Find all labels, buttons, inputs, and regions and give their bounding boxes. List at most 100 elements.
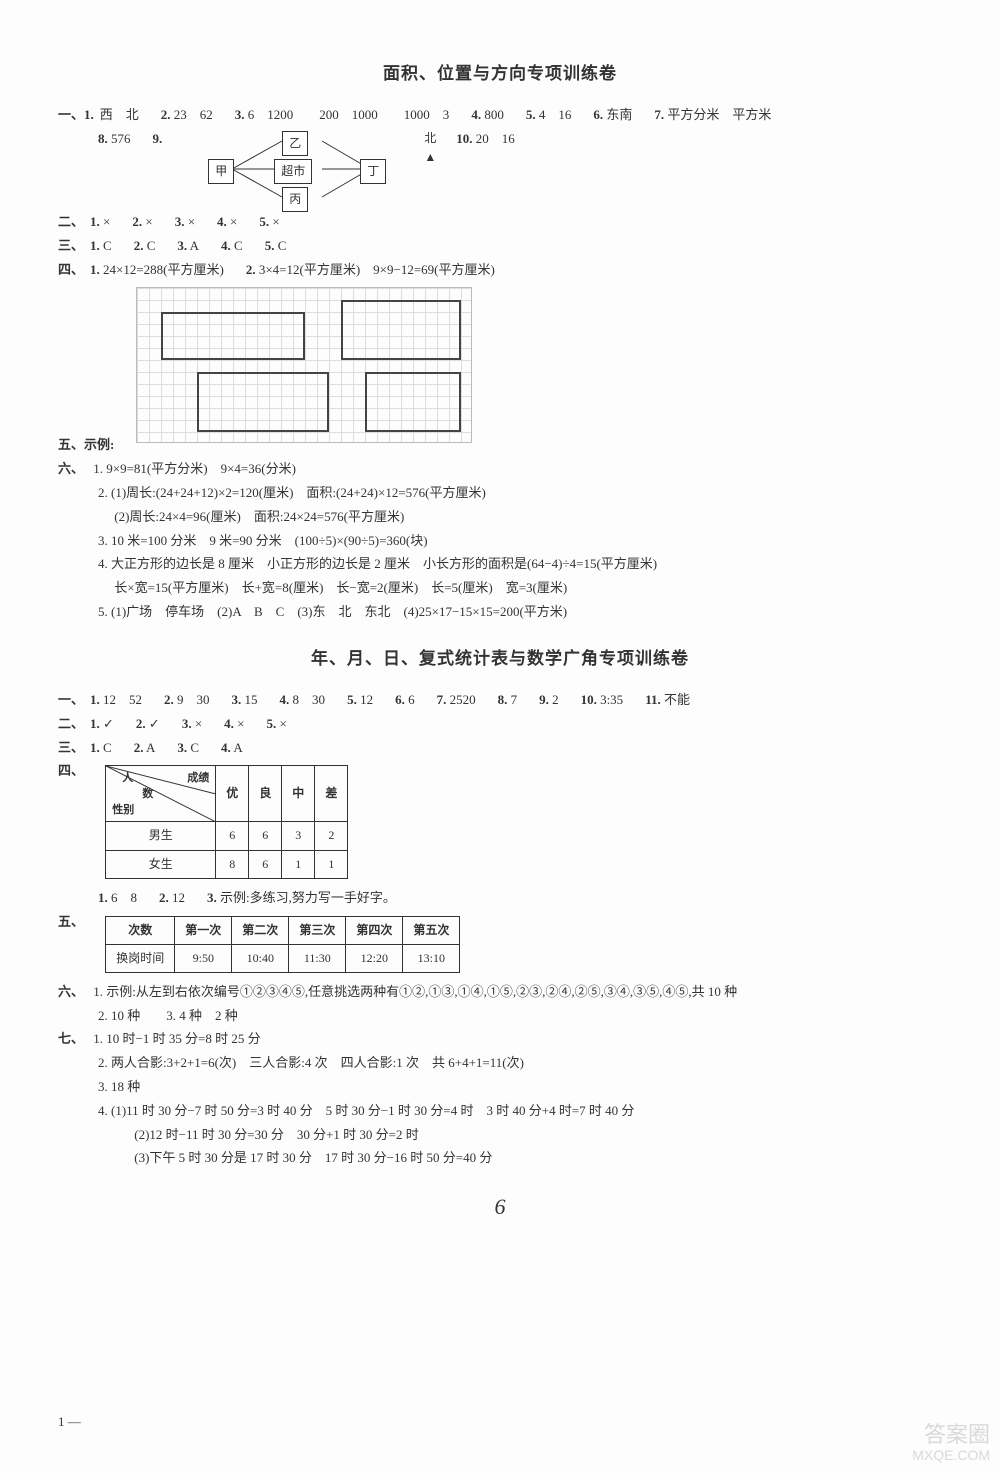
v: × (188, 214, 195, 229)
c: 3 (282, 822, 315, 850)
page-number: 6 (58, 1189, 942, 1224)
table-schedule: 次数 第一次 第二次 第三次 第四次 第五次 换岗时间 9:50 10:40 1… (105, 916, 460, 973)
col: 次数 (106, 916, 175, 944)
n: 8. (498, 692, 508, 707)
label: 四、 (58, 763, 84, 778)
t: 性别 (112, 802, 134, 820)
s1-q6-l4: 3. 10 米=100 分米 9 米=90 分米 (100÷5)×(90÷5)=… (98, 531, 942, 552)
v: 3×4=12(平方厘米) 9×9−12=69(平方厘米) (259, 262, 495, 277)
n: 7. (654, 107, 664, 122)
v: 2 (552, 692, 559, 707)
c: 1 (282, 850, 315, 878)
col: 第二次 (232, 916, 289, 944)
v: 6 8 (111, 890, 137, 905)
label: 五、 (58, 914, 84, 929)
v: C (190, 740, 199, 755)
v: 12 52 (103, 692, 142, 707)
v: 4 16 (539, 107, 572, 122)
grid-rect (161, 312, 305, 360)
s1-q6-l5: 4. 大正方形的边长是 8 厘米 小正方形的边长是 2 厘米 小长方形的面积是(… (98, 554, 942, 575)
s2-q2: 二、 1. ✓ 2. ✓ 3. × 4. × 5. × (58, 714, 942, 735)
s1-q2: 二、 1. × 2. × 3. × 4. × 5. × (58, 212, 942, 233)
n: 5. (526, 107, 536, 122)
s1-q6-l7: 5. (1)广场 停车场 (2)A B C (3)东 北 东北 (4)25×17… (98, 602, 942, 623)
v: A (146, 740, 155, 755)
n: 5. (265, 238, 275, 253)
node-right: 丁 (360, 159, 386, 184)
node-bottom: 丙 (282, 187, 308, 212)
s2-q7-l3: 3. 18 种 (98, 1077, 942, 1098)
n: 5. (259, 214, 269, 229)
n: 1. (90, 262, 100, 277)
s2-q7-l4: 4. (1)11 时 30 分−7 时 50 分=3 时 40 分 5 时 30… (98, 1101, 942, 1122)
n: 4. (221, 238, 231, 253)
v: 9 30 (177, 692, 210, 707)
v: 7 (511, 692, 518, 707)
s2-q7: 七、 1. 10 时−1 时 35 分=8 时 25 分 (58, 1029, 942, 1050)
c: 11:30 (289, 944, 346, 972)
n: 5. (267, 716, 277, 731)
s1-q1-row2: 8. 576 9. 乙 甲 超市 丁 丙 北 ▲ 10. 20 16 (98, 129, 942, 209)
s2-q5: 五、 次数 第一次 第二次 第三次 第四次 第五次 换岗时间 9:50 10:4… (58, 912, 942, 979)
wm-line: 答案圈 (912, 1423, 990, 1447)
s1-q4: 四、 1. 24×12=288(平方厘米) 2. 3×4=12(平方厘米) 9×… (58, 260, 942, 281)
n: 3. (177, 238, 187, 253)
v: 12 (172, 890, 185, 905)
s2-q4-after: 1. 6 8 2. 12 3. 示例:多练习,努力写一手好字。 (98, 888, 942, 909)
col: 第一次 (175, 916, 232, 944)
s1-q6-l6: 长×宽=15(平方厘米) 长+宽=8(厘米) 长−宽=2(厘米) 长=5(厘米)… (98, 578, 942, 599)
n: 11. (645, 692, 661, 707)
line: 1. 示例:从左到右依次编号①②③④⑤,任意挑选两种有①②,①③,①④,①⑤,②… (93, 984, 737, 999)
label: 三、 (58, 236, 84, 257)
wm-line: MXQE.COM (912, 1448, 990, 1463)
c: 1 (315, 850, 348, 878)
v: 平方分米 平方米 (667, 107, 771, 122)
node-center: 超市 (274, 159, 312, 184)
s2-q1: 一、 1. 12 52 2. 9 30 3. 15 4. 8 30 5. 12 … (58, 690, 942, 711)
s1-q5: 五、示例: (58, 283, 942, 456)
compass-icon: 北 ▲ (424, 129, 436, 167)
table-row: 男生 6 6 3 2 (106, 822, 348, 850)
n: 4. (217, 214, 227, 229)
n: 2. (134, 740, 144, 755)
v: × (145, 214, 152, 229)
v: ✓ (149, 716, 160, 731)
v: 6 (408, 692, 415, 707)
table-row: 女生 8 6 1 1 (106, 850, 348, 878)
c: 2 (315, 822, 348, 850)
n: 2. (161, 107, 171, 122)
s1-q1-1: 西 北 (100, 107, 139, 122)
n: 1. (90, 238, 100, 253)
col: 第四次 (346, 916, 403, 944)
s1-q1-label: 一、1. (58, 107, 94, 122)
v: 800 (484, 107, 504, 122)
v: × (230, 214, 237, 229)
n: 3. (182, 716, 192, 731)
n: 4. (221, 740, 231, 755)
n: 4. (280, 692, 290, 707)
label: 一、 (58, 690, 84, 711)
n: 10. (456, 131, 472, 146)
v: 12 (360, 692, 373, 707)
n: 9. (539, 692, 549, 707)
c: 13:10 (403, 944, 460, 972)
n: 2. (132, 214, 142, 229)
label: 四、 (58, 260, 84, 281)
n: 4. (224, 716, 234, 731)
node-left: 甲 (208, 159, 234, 184)
c: 8 (216, 850, 249, 878)
v: 15 (245, 692, 258, 707)
label: 三、 (58, 738, 84, 759)
s2-q3: 三、 1. C 2. A 3. C 4. A (58, 738, 942, 759)
s1-q1-row1: 一、1.西 北 2. 23 62 3. 6 1200 200 1000 1000… (58, 105, 942, 126)
n: 1. (90, 740, 100, 755)
s2-q4: 四、 人 成绩 数 性别 优 良 中 差 男生 6 6 3 2 女生 8 6 (58, 761, 942, 884)
col: 中 (282, 766, 315, 822)
v: A (233, 740, 242, 755)
v: ✓ (103, 716, 114, 731)
section2-title: 年、月、日、复式统计表与数学广角专项训练卷 (58, 645, 942, 672)
label: 二、 (58, 714, 84, 735)
label: 五、示例: (58, 437, 114, 452)
t: 数 (142, 786, 153, 804)
v: C (103, 740, 112, 755)
